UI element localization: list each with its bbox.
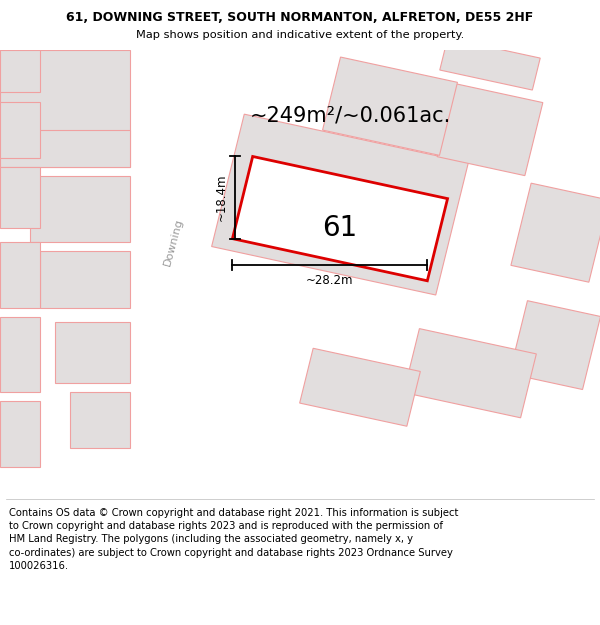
Polygon shape (148, 50, 238, 495)
Text: ~249m²/~0.061ac.: ~249m²/~0.061ac. (250, 106, 451, 126)
Polygon shape (55, 322, 130, 382)
Polygon shape (40, 251, 130, 308)
Polygon shape (437, 84, 543, 176)
Polygon shape (0, 101, 40, 158)
Polygon shape (440, 38, 540, 90)
Polygon shape (0, 401, 40, 467)
Text: Contains OS data © Crown copyright and database right 2021. This information is : Contains OS data © Crown copyright and d… (9, 508, 458, 571)
Polygon shape (70, 392, 130, 448)
Text: 61, DOWNING STREET, SOUTH NORMANTON, ALFRETON, DE55 2HF: 61, DOWNING STREET, SOUTH NORMANTON, ALF… (67, 11, 533, 24)
Polygon shape (299, 348, 421, 426)
Polygon shape (0, 317, 40, 392)
Text: Downing: Downing (162, 217, 184, 267)
Polygon shape (323, 57, 457, 156)
Text: Map shows position and indicative extent of the property.: Map shows position and indicative extent… (136, 30, 464, 40)
Polygon shape (511, 183, 600, 282)
Text: ~18.4m: ~18.4m (215, 174, 227, 221)
Polygon shape (0, 50, 130, 167)
Polygon shape (0, 242, 40, 308)
Polygon shape (0, 129, 130, 167)
Polygon shape (509, 301, 600, 389)
Text: 61: 61 (322, 214, 358, 242)
Text: ~28.2m: ~28.2m (306, 274, 353, 288)
Polygon shape (212, 114, 469, 295)
Polygon shape (0, 167, 40, 228)
Polygon shape (0, 50, 40, 92)
Polygon shape (30, 176, 130, 242)
Polygon shape (404, 329, 536, 418)
Polygon shape (232, 156, 448, 281)
